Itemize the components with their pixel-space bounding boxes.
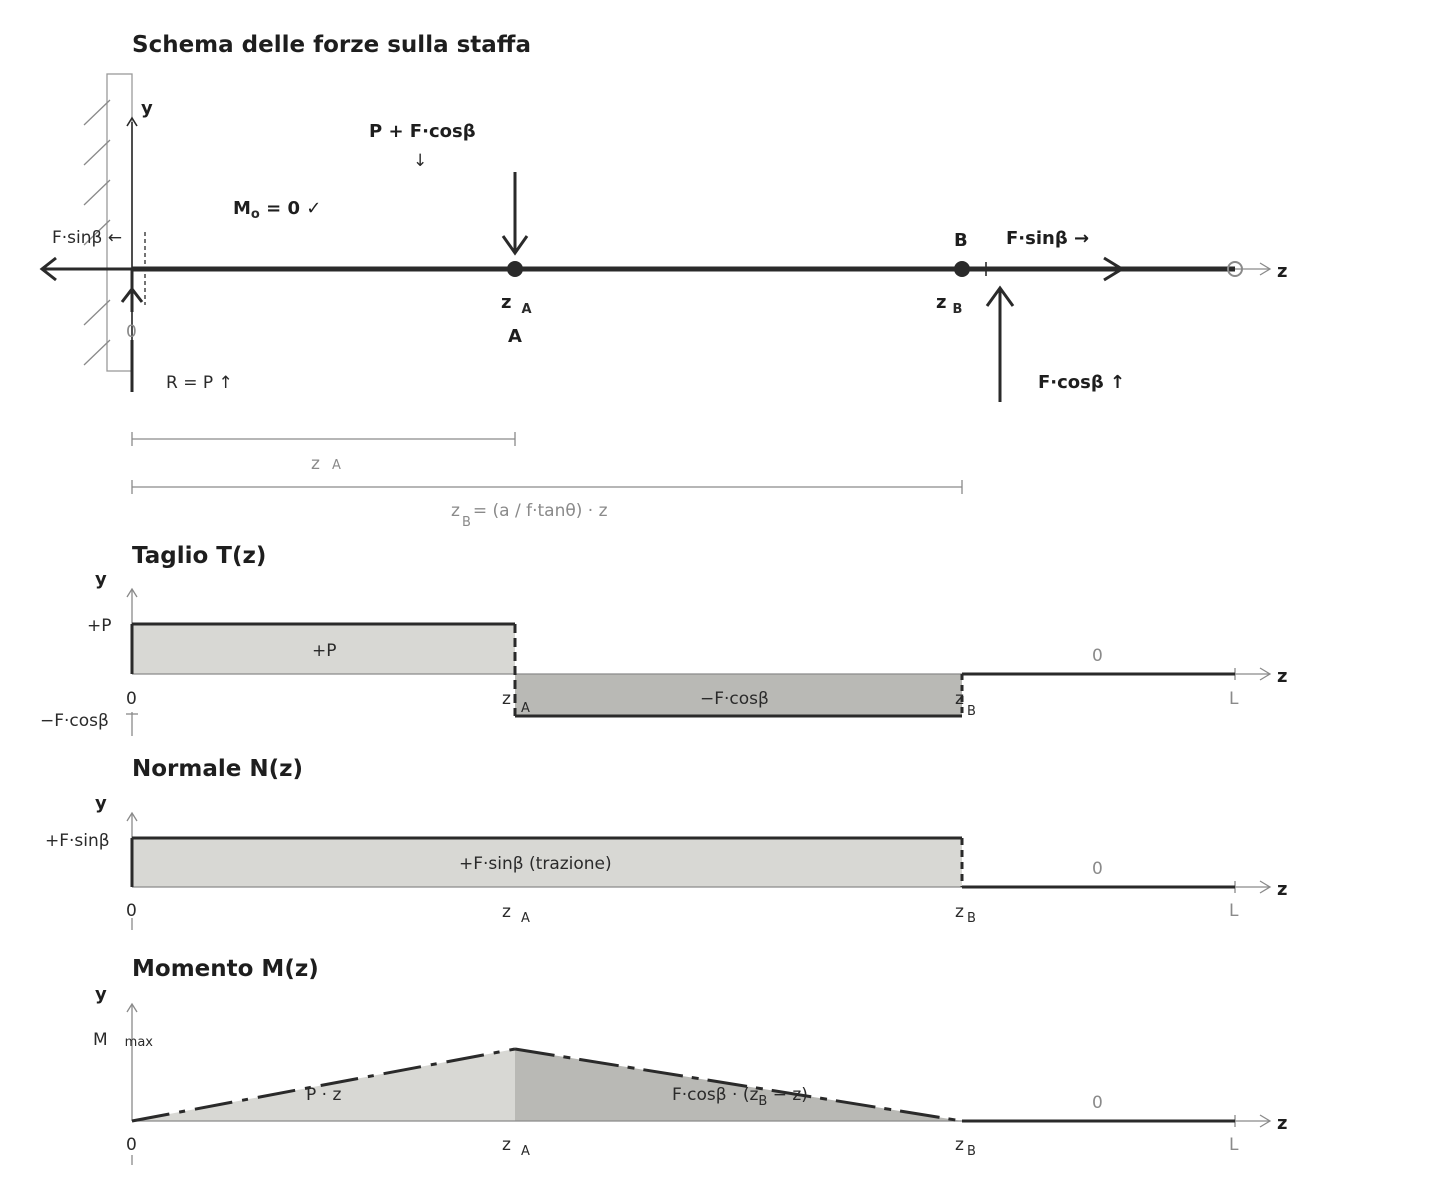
point-b-label: B <box>954 230 968 251</box>
right-force-label: F·sinβ → <box>1006 228 1089 249</box>
dimension-zb <box>131 480 963 494</box>
shear-xb: zB <box>955 689 976 719</box>
shear-title: Taglio T(z) <box>132 543 266 569</box>
shear-region1-label: +P <box>312 641 337 661</box>
shear-bottom-tick: −F·cosβ <box>40 711 109 731</box>
load-small-arrow: ↓ <box>413 151 427 171</box>
moment-xl: L <box>1229 1135 1239 1155</box>
dimension-za <box>131 432 516 446</box>
moment-region2-label: F·cosβ · (zB − z) <box>672 1085 808 1109</box>
normal-region-positive <box>132 838 962 887</box>
shear-xl: L <box>1229 689 1239 709</box>
left-force-label: F·sinβ ← <box>52 228 122 248</box>
moment-check-label: Mo = 0 ✓ <box>233 198 321 222</box>
moment-region1-label: P · z <box>306 1085 341 1105</box>
moment-title: Momento M(z) <box>132 956 319 982</box>
moment-x0: 0 <box>126 1135 137 1155</box>
scheme-origin-label: 0 <box>126 322 137 342</box>
beam-end-marker <box>1227 261 1243 277</box>
scheme-title: Schema delle forze sulla staffa <box>132 32 531 58</box>
point-a-marker <box>507 261 523 277</box>
normal-xl: L <box>1229 901 1239 921</box>
normal-top-tick: +F·sinβ <box>45 831 110 851</box>
left-horizontal-force-arrow <box>39 232 146 305</box>
right-force-arrow <box>962 256 1125 282</box>
reaction-label: R = P ↑ <box>166 373 233 393</box>
wall-support <box>83 73 133 372</box>
load-arrow <box>501 172 529 256</box>
shear-top-tick: +P <box>87 616 112 636</box>
shear-region3-label: 0 <box>1092 646 1103 666</box>
normal-y-label: y <box>95 793 107 814</box>
moment-z-label: z <box>1277 1113 1287 1134</box>
point-a-label: A <box>508 326 522 347</box>
scheme-y-label: y <box>141 98 153 119</box>
scheme-z-label: z <box>1277 261 1287 282</box>
up-force-label: F·cosβ ↑ <box>1038 372 1125 393</box>
shear-region2-label: −F·cosβ <box>700 689 769 709</box>
dimension-zb-label: zB= (a / f·tanθ) · z <box>451 501 608 530</box>
shear-z-label: z <box>1277 666 1287 687</box>
moment-region3-label: 0 <box>1092 1093 1103 1113</box>
shear-region-positive <box>132 624 515 674</box>
reaction-arrow <box>120 269 144 312</box>
shear-x0: 0 <box>126 689 137 709</box>
shear-y-label: y <box>95 569 107 590</box>
up-force-arrow <box>985 285 1015 402</box>
normal-region1-label: +F·sinβ (trazione) <box>459 854 612 874</box>
shear-region-negative <box>515 674 962 716</box>
normal-z-label: z <box>1277 879 1287 900</box>
load-label: P + F·cosβ <box>369 121 476 142</box>
normal-region3-label: 0 <box>1092 859 1103 879</box>
normal-title: Normale N(z) <box>132 756 303 782</box>
moment-y-label: y <box>95 984 107 1005</box>
normal-x0: 0 <box>126 901 137 921</box>
